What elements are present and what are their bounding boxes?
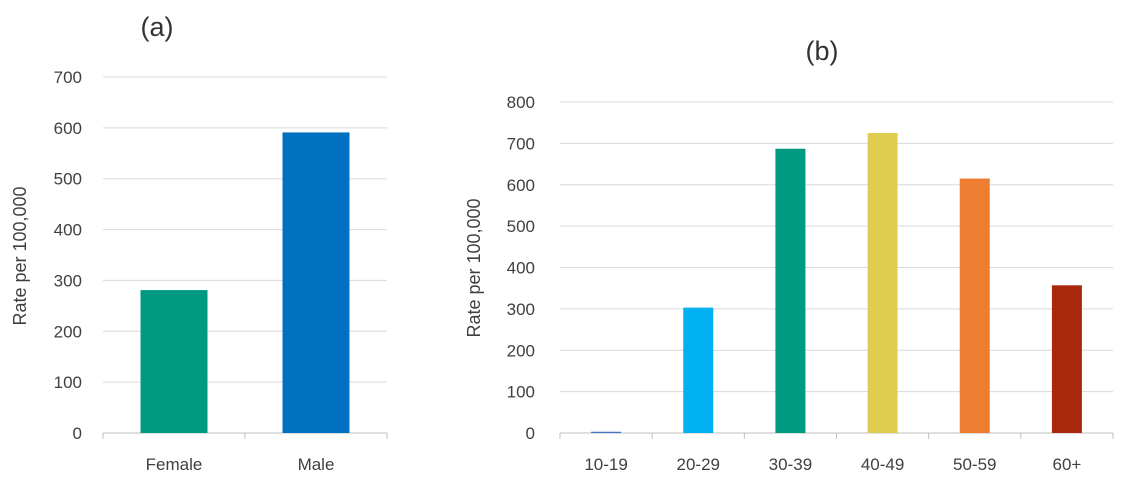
panel-a-y-tick-label: 0: [73, 424, 82, 443]
panel-b-category-label: 40-49: [861, 455, 904, 474]
panel-b-y-tick-label: 500: [507, 217, 535, 236]
panel-a-y-tick-label: 700: [54, 68, 82, 87]
panel-a-y-tick-label: 200: [54, 322, 82, 341]
panel-a-title: (a): [141, 12, 174, 42]
panel-b-y-tick-label: 400: [507, 259, 535, 278]
panel-a-y-tick-label: 300: [54, 271, 82, 290]
panel-a-category-label: Female: [146, 455, 203, 474]
panel-b-bar-10-19: [591, 431, 622, 433]
panel-b-y-tick-label: 0: [526, 424, 535, 443]
panel-b-y-tick-label: 600: [507, 176, 535, 195]
panel-b-y-tick-label: 100: [507, 383, 535, 402]
panel-b-y-tick-label: 200: [507, 341, 535, 360]
panel-b-bar-30-39: [775, 148, 806, 433]
panel-b-category-label: 50-59: [953, 455, 996, 474]
panel-b-category-label: 20-29: [677, 455, 720, 474]
panel-b-category-label: 10-19: [584, 455, 627, 474]
panel-a-chart: (a) Rate per 100,000 0 100 200 300 400 500 600…: [10, 12, 388, 474]
panel-b-category-label: 60+: [1052, 455, 1081, 474]
panel-b-title: (b): [806, 36, 839, 66]
panel-a-y-tick-label: 400: [54, 221, 82, 240]
panel-b-chart: (b) Rate per 100,000 0 100 200 300 400 500 600…: [464, 36, 1114, 474]
panel-b-bar-20-29: [683, 307, 714, 433]
panel-b-y-tick-label: 800: [507, 93, 535, 112]
panel-a-y-tick-label: 100: [54, 373, 82, 392]
panel-b-category-label: 30-39: [769, 455, 812, 474]
panel-b-y-tick-label: 700: [507, 134, 535, 153]
panel-a-y-tick-label: 500: [54, 170, 82, 189]
panel-b-bar-40-49: [867, 133, 898, 433]
panel-b-bar-60-: [1051, 285, 1082, 433]
panel-a-bar-female: [140, 290, 208, 433]
panel-a-y-tick-label: 600: [54, 119, 82, 138]
panel-b-y-tick-label: 300: [507, 300, 535, 319]
panel-a-category-label: Male: [298, 455, 335, 474]
panel-b-bar-50-59: [959, 178, 990, 433]
panel-a-bar-male: [282, 132, 350, 434]
panel-a-y-axis-label: Rate per 100,000: [10, 186, 30, 325]
panel-b-y-axis-label: Rate per 100,000: [464, 198, 484, 337]
